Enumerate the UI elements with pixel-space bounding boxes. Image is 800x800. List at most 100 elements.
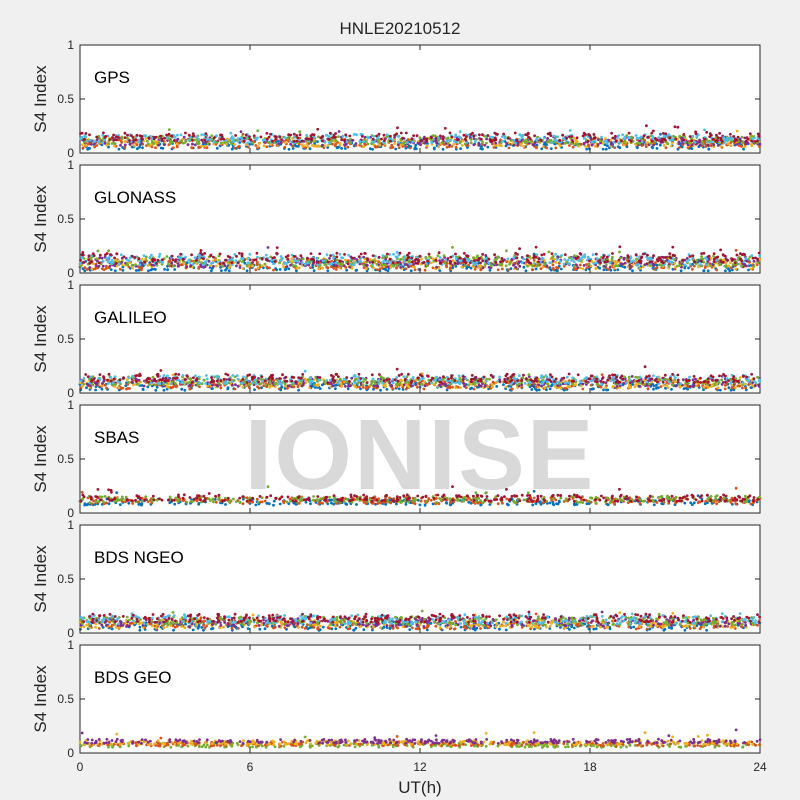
data-point: [437, 251, 441, 255]
data-point: [666, 142, 670, 146]
data-point: [617, 141, 621, 145]
data-point: [163, 268, 167, 271]
data-point: [83, 266, 87, 269]
data-point: [403, 260, 406, 264]
data-point: [283, 145, 287, 149]
data-point: [458, 256, 462, 260]
data-point: [469, 133, 473, 136]
data-point: [255, 251, 259, 255]
data-point: [722, 261, 725, 264]
data-point: [640, 140, 644, 144]
data-point: [154, 135, 158, 139]
data-point: [218, 262, 222, 266]
data-point: [494, 143, 497, 147]
data-point: [96, 249, 100, 253]
data-point: [554, 252, 557, 256]
data-point: [620, 139, 623, 143]
data-point: [134, 269, 138, 272]
data-point: [738, 144, 741, 148]
data-point: [184, 255, 187, 259]
data-point: [487, 257, 491, 261]
data-point: [607, 138, 610, 142]
data-point: [548, 266, 552, 270]
data-point: [548, 387, 552, 391]
data-point: [354, 144, 358, 147]
data-point: [721, 253, 725, 257]
data-point: [606, 268, 610, 271]
data-point: [468, 261, 472, 265]
y-axis-label: S4 Index: [31, 65, 50, 133]
data-point: [467, 133, 470, 137]
data-point: [486, 385, 489, 389]
data-point: [598, 258, 602, 262]
data-point: [516, 143, 520, 147]
data-point: [712, 260, 716, 263]
data-point: [652, 129, 655, 133]
data-point: [312, 269, 316, 272]
data-point: [88, 261, 92, 265]
data-point: [539, 138, 543, 142]
data-point: [376, 268, 379, 272]
data-point: [515, 138, 518, 142]
data-point: [608, 261, 612, 265]
data-point: [532, 143, 536, 147]
data-point: [401, 136, 404, 140]
data-point: [586, 139, 590, 143]
data-point: [526, 264, 529, 268]
data-point: [197, 256, 201, 260]
data-point: [652, 264, 655, 268]
data-point: [671, 267, 675, 271]
data-point: [687, 266, 690, 270]
data-point: [692, 384, 696, 387]
data-point: [151, 140, 154, 144]
data-point: [436, 254, 440, 258]
data-point: [652, 143, 655, 147]
data-point: [630, 136, 633, 140]
data-point: [572, 264, 576, 268]
data-point: [682, 378, 685, 381]
data-point: [758, 254, 762, 258]
data-point: [364, 143, 367, 147]
data-point: [340, 147, 343, 150]
data-point: [745, 136, 749, 140]
data-point: [736, 135, 740, 139]
data-point: [286, 258, 290, 261]
data-point: [101, 382, 104, 385]
data-point: [381, 254, 385, 257]
data-point: [91, 375, 95, 379]
data-point: [173, 139, 176, 142]
data-point: [742, 147, 745, 151]
data-point: [103, 383, 107, 387]
data-point: [531, 268, 535, 272]
panel-label: GPS: [94, 68, 130, 87]
data-point: [212, 140, 216, 144]
data-point: [173, 268, 177, 271]
data-point: [222, 261, 225, 265]
data-point: [181, 258, 185, 261]
data-point: [752, 264, 756, 268]
data-point: [375, 262, 379, 266]
data-point: [244, 133, 248, 137]
data-point: [658, 263, 661, 267]
data-point: [605, 255, 609, 259]
data-point: [683, 384, 687, 388]
data-point: [736, 384, 740, 388]
data-point: [744, 382, 747, 386]
data-point: [131, 254, 134, 258]
data-point: [315, 256, 319, 260]
data-point: [410, 260, 414, 264]
data-point: [555, 266, 558, 269]
data-point: [556, 135, 560, 139]
data-point: [726, 259, 729, 262]
data-point: [690, 139, 694, 143]
data-point: [493, 258, 497, 262]
data-point: [226, 140, 229, 144]
data-point: [522, 265, 526, 269]
data-point: [488, 377, 491, 381]
data-point: [576, 142, 580, 146]
data-point: [456, 262, 460, 265]
data-point: [112, 141, 115, 145]
data-point: [518, 247, 521, 251]
data-point: [457, 135, 461, 139]
data-point: [391, 139, 395, 142]
